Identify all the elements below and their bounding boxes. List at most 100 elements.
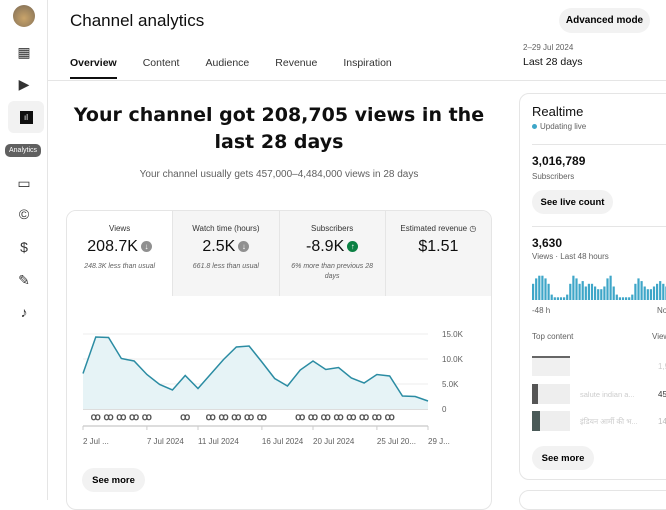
shorts-icon: ꝏ bbox=[129, 412, 139, 423]
realtime-card: Realtime Updating live 3,016,789 Subscri… bbox=[519, 93, 666, 480]
realtime-bar bbox=[603, 287, 605, 301]
realtime-bar bbox=[538, 276, 540, 300]
dashboard-icon[interactable]: ▦ bbox=[10, 38, 38, 66]
realtime-bar bbox=[622, 297, 624, 300]
period-label: Last 28 days bbox=[523, 56, 583, 68]
realtime-bar bbox=[575, 278, 577, 300]
realtime-bar bbox=[659, 281, 661, 300]
y-tick-label: 0 bbox=[442, 405, 447, 414]
realtime-bar bbox=[582, 281, 584, 300]
realtime-bar bbox=[634, 284, 636, 300]
advanced-mode-button[interactable]: Advanced mode bbox=[559, 8, 650, 33]
video-thumbnail[interactable] bbox=[532, 411, 570, 431]
live-dot-icon bbox=[532, 124, 537, 129]
analytics-icon[interactable]: ıl bbox=[8, 101, 44, 133]
shorts-icon: ꝏ bbox=[321, 412, 331, 423]
see-more-button[interactable]: See more bbox=[82, 468, 145, 492]
divider bbox=[532, 144, 666, 145]
shorts-icon: ꝏ bbox=[231, 412, 241, 423]
realtime-bar bbox=[597, 289, 599, 300]
shorts-icon: ꝏ bbox=[206, 412, 216, 423]
earn-icon[interactable]: $ bbox=[10, 233, 38, 261]
x-tick-label: 25 Jul 20... bbox=[377, 437, 416, 446]
video-title[interactable]: salute indian a... bbox=[580, 390, 635, 399]
tab-inspiration[interactable]: Inspiration bbox=[343, 57, 391, 79]
realtime-bar bbox=[631, 295, 633, 300]
shorts-icon: ꝏ bbox=[218, 412, 228, 423]
tab-overview[interactable]: Overview bbox=[70, 57, 117, 79]
shorts-icon: ꝏ bbox=[385, 412, 395, 423]
y-tick-label: 10.0K bbox=[442, 355, 464, 364]
shorts-icon: ꝏ bbox=[308, 412, 318, 423]
top-content-label: Top content bbox=[532, 332, 573, 341]
views-label: Views · Last 48 hours bbox=[532, 252, 609, 261]
shorts-icon: ꝏ bbox=[103, 412, 113, 423]
realtime-bar bbox=[619, 297, 621, 300]
analytics-tooltip: Analytics bbox=[5, 144, 41, 157]
realtime-bar bbox=[628, 297, 630, 300]
realtime-bar bbox=[551, 295, 553, 300]
subtitles-icon[interactable]: ▭ bbox=[10, 169, 38, 197]
realtime-bar bbox=[644, 287, 646, 301]
page-title: Channel analytics bbox=[70, 11, 204, 31]
copyright-icon[interactable]: © bbox=[10, 200, 38, 228]
axis-end: No bbox=[657, 306, 666, 315]
subscriber-count: 3,016,789 bbox=[532, 154, 585, 168]
realtime-bar-chart[interactable] bbox=[532, 274, 666, 300]
realtime-bar bbox=[566, 295, 568, 300]
realtime-bar bbox=[548, 284, 550, 300]
header-divider bbox=[48, 80, 666, 81]
tab-revenue[interactable]: Revenue bbox=[275, 57, 317, 79]
realtime-bar bbox=[544, 278, 546, 300]
subscribers-label: Subscribers bbox=[532, 172, 574, 181]
realtime-bar bbox=[650, 289, 652, 300]
realtime-bar bbox=[541, 276, 543, 300]
realtime-bar bbox=[560, 297, 562, 300]
area-fill bbox=[83, 337, 428, 409]
shorts-icon: ꝏ bbox=[91, 412, 101, 423]
y-tick-label: 15.0K bbox=[442, 330, 464, 339]
realtime-bar bbox=[613, 287, 615, 301]
customization-icon[interactable]: ✎ bbox=[10, 266, 38, 294]
tab-content[interactable]: Content bbox=[143, 57, 180, 79]
content-icon[interactable]: ▶ bbox=[10, 70, 38, 98]
video-thumbnail[interactable] bbox=[532, 356, 570, 376]
realtime-bar bbox=[585, 287, 587, 301]
date-range: 2–29 Jul 2024 bbox=[523, 43, 583, 52]
tab-audience[interactable]: Audience bbox=[205, 57, 249, 79]
realtime-title: Realtime bbox=[532, 104, 583, 119]
video-thumbnail[interactable] bbox=[532, 384, 570, 404]
x-tick-label: 16 Jul 2024 bbox=[262, 437, 304, 446]
x-tick-label: 11 Jul 2024 bbox=[198, 437, 239, 446]
video-title[interactable]: इंडियन आर्मी की भ... bbox=[580, 417, 638, 427]
shorts-icon: ꝏ bbox=[244, 412, 254, 423]
realtime-bar bbox=[535, 278, 537, 300]
realtime-bar bbox=[610, 276, 612, 300]
next-card bbox=[519, 490, 666, 510]
headline: Your channel got 208,705 views in the la… bbox=[66, 102, 492, 156]
shorts-icon: ꝏ bbox=[257, 412, 267, 423]
x-tick-label: 29 J... bbox=[428, 437, 450, 446]
realtime-status: Updating live bbox=[540, 122, 586, 131]
realtime-bar bbox=[594, 287, 596, 301]
shorts-icon: ꝏ bbox=[142, 412, 152, 423]
y-tick-label: 5.0K bbox=[442, 380, 459, 389]
shorts-icon: ꝏ bbox=[372, 412, 382, 423]
date-range-picker[interactable]: 2–29 Jul 2024 Last 28 days bbox=[523, 43, 583, 68]
realtime-bar bbox=[579, 284, 581, 300]
realtime-bar bbox=[563, 297, 565, 300]
views-column-label: View bbox=[652, 332, 666, 341]
realtime-bar bbox=[606, 278, 608, 300]
audio-library-icon[interactable]: ♪ bbox=[10, 298, 38, 326]
realtime-see-more-button[interactable]: See more bbox=[532, 446, 594, 470]
realtime-bar bbox=[557, 297, 559, 300]
see-live-count-button[interactable]: See live count bbox=[532, 190, 613, 214]
channel-avatar[interactable] bbox=[13, 5, 35, 27]
x-tick-label: 20 Jul 2024 bbox=[313, 437, 355, 446]
shorts-icon: ꝏ bbox=[295, 412, 305, 423]
overview-card: Views 208.7K↓ 248.3K less than usual Wat… bbox=[66, 210, 492, 510]
realtime-bar bbox=[572, 276, 574, 300]
shorts-icon: ꝏ bbox=[346, 412, 356, 423]
shorts-icon: ꝏ bbox=[359, 412, 369, 423]
